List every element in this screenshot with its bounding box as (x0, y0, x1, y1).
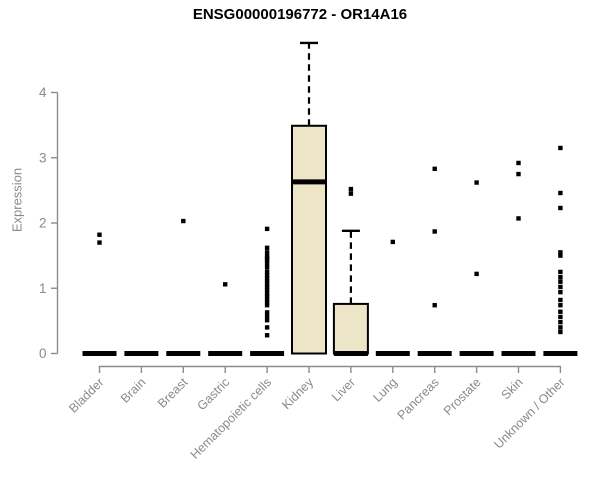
outlier-point (558, 329, 563, 335)
outlier-point (264, 318, 270, 323)
outlier-point (432, 229, 437, 234)
box-group-skin (501, 160, 536, 356)
y-tick-label: 0 (39, 346, 47, 361)
outlier-point (264, 273, 270, 278)
outlier-point (264, 284, 270, 290)
x-tick-label: Hematopoietic cells (188, 375, 275, 462)
x-tick-label: Gastric (194, 375, 232, 413)
outlier-point (558, 325, 563, 330)
outlier-point (264, 333, 270, 338)
box-group-liver (332, 186, 369, 356)
outlier-point (264, 288, 270, 293)
box-group-gastric (208, 282, 243, 356)
box-group-prostate (459, 180, 494, 356)
outlier-point (264, 269, 270, 275)
y-tick-label: 2 (39, 216, 47, 231)
box-group-unknown-other (543, 145, 578, 356)
outlier-point (558, 190, 563, 196)
outlier-point (558, 289, 563, 295)
outlier-point (348, 186, 354, 192)
outlier-point (264, 245, 270, 250)
outlier-point (264, 325, 270, 330)
box-rect (332, 302, 369, 355)
outlier-point (516, 216, 521, 221)
outlier-point (558, 297, 563, 303)
x-tick-label: Brain (118, 375, 149, 406)
outlier-point (516, 160, 521, 166)
box-group-pancreas (417, 166, 452, 356)
outlier-point (264, 291, 270, 296)
outlier-point (97, 232, 102, 237)
y-tick-label: 4 (39, 85, 47, 100)
outlier-point (558, 269, 563, 275)
x-tick-label: Bladder (66, 375, 106, 415)
y-tick-label: 3 (39, 150, 47, 165)
x-tick-label: Unknown / Other (491, 375, 567, 451)
outlier-point (264, 293, 270, 299)
outlier-point (558, 309, 563, 314)
box-rect (291, 124, 327, 355)
outlier-point (264, 300, 270, 305)
outlier-point (558, 250, 563, 255)
box-group-breast (166, 218, 201, 356)
outlier-point (264, 282, 270, 287)
outlier-point (474, 180, 479, 185)
outlier-point (558, 145, 563, 151)
outlier-point (516, 171, 521, 177)
x-tick-label: Liver (329, 375, 358, 404)
outlier-point (474, 271, 479, 277)
box-group-bladder (82, 232, 117, 356)
outlier-point (558, 205, 563, 211)
box-group-kidney (291, 41, 327, 355)
outlier-point (432, 166, 437, 172)
box-group-lung (375, 239, 410, 356)
x-tick-label: Prostate (441, 375, 484, 418)
outlier-point (264, 303, 270, 308)
outlier-point (348, 191, 354, 196)
outlier-point (558, 253, 563, 258)
outlier-point (181, 218, 186, 224)
outlier-point (264, 265, 270, 270)
outlier-point (558, 279, 563, 284)
y-tick-label: 1 (39, 281, 47, 296)
x-tick-label: Breast (155, 375, 191, 411)
outlier-point (264, 250, 270, 255)
outlier-point (264, 276, 270, 281)
outlier-point (97, 240, 102, 245)
outlier-point (264, 314, 270, 319)
x-tick-label: Kidney (279, 375, 316, 412)
x-tick-label: Pancreas (395, 375, 442, 422)
outlier-point (264, 278, 270, 284)
outlier-point (390, 239, 395, 245)
outlier-point (558, 314, 563, 320)
x-tick-label: Lung (370, 375, 400, 405)
outlier-point (558, 284, 563, 290)
box-group-hematopoietic-cells (250, 226, 285, 356)
outlier-point (264, 261, 270, 266)
outlier-point (264, 226, 270, 232)
outlier-point (558, 303, 563, 308)
outlier-point (432, 303, 437, 308)
x-tick-label: Skin (499, 375, 526, 402)
outlier-point (223, 282, 228, 287)
outlier-point (558, 319, 563, 325)
outlier-point (558, 274, 563, 280)
chart-title: ENSG00000196772 - OR14A16 (192, 6, 408, 23)
outlier-point (264, 257, 270, 263)
outlier-point (264, 310, 270, 315)
outlier-point (264, 297, 270, 302)
